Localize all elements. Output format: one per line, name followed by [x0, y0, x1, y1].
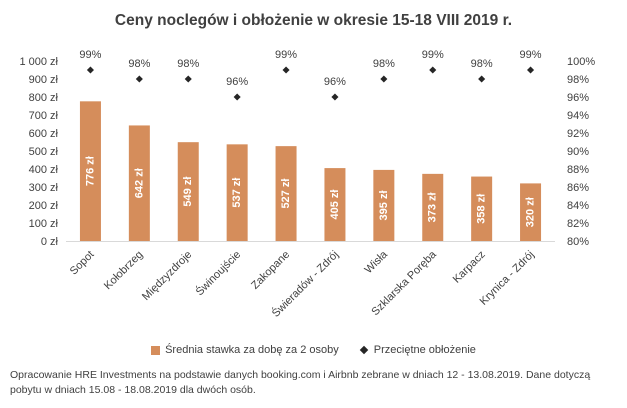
bar: [422, 173, 444, 241]
bar-value-label: 395 zł: [378, 190, 390, 220]
bar: [177, 142, 199, 241]
y-right-tick-label: 82%: [567, 218, 589, 230]
y-left-tick-label: 900 zł: [29, 74, 59, 86]
occupancy-label: 99%: [422, 49, 444, 61]
bar: [373, 169, 395, 241]
y-left-tick-label: 1 000 zł: [19, 56, 58, 68]
y-right-tick-label: 98%: [567, 74, 589, 86]
legend-item-occupancy: Przeciętne obłożenie: [359, 344, 476, 356]
bar-value-label: 320 zł: [525, 197, 537, 227]
occupancy-marker: [331, 93, 339, 101]
bar: [520, 183, 542, 241]
occupancy-marker: [86, 66, 94, 74]
category-label: Międzyzdroje: [140, 249, 194, 303]
y-right-tick-label: 88%: [567, 164, 589, 176]
y-left-tick-label: 400 zł: [29, 164, 59, 176]
bar-value-label: 549 zł: [182, 177, 194, 207]
y-right-tick-label: 90%: [567, 146, 589, 158]
occupancy-label: 98%: [128, 58, 150, 70]
occupancy-label: 99%: [520, 49, 542, 61]
y-left-tick-label: 200 zł: [29, 200, 59, 212]
category-label: Zakopane: [249, 249, 292, 292]
legend-label-price: Średnia stawka za dobę za 2 osoby: [165, 344, 339, 356]
bar-value-label: 527 zł: [280, 179, 292, 209]
occupancy-marker: [282, 66, 290, 74]
bar: [226, 144, 248, 241]
occupancy-marker: [233, 93, 241, 101]
y-left-tick-label: 100 zł: [29, 218, 59, 230]
bar: [471, 176, 493, 241]
occupancy-label: 98%: [373, 58, 395, 70]
y-left-tick-label: 800 zł: [29, 92, 59, 104]
occupancy-marker: [135, 75, 143, 83]
bar: [79, 101, 101, 241]
y-right-tick-label: 80%: [567, 236, 589, 248]
legend-swatch-bar: [151, 345, 161, 355]
bar-value-label: 537 zł: [231, 178, 243, 208]
occupancy-label: 98%: [177, 58, 199, 70]
legend-diamond-icon: [359, 345, 369, 355]
occupancy-marker: [184, 75, 192, 83]
bar-value-label: 373 zł: [427, 192, 439, 222]
y-right-tick-label: 94%: [567, 110, 589, 122]
bar: [324, 168, 346, 241]
occupancy-label: 99%: [275, 49, 297, 61]
bar: [128, 125, 150, 241]
occupancy-marker: [380, 75, 388, 83]
category-label: Karpacz: [451, 249, 488, 286]
category-label: Sopot: [68, 249, 97, 278]
bar: [275, 146, 297, 241]
occupancy-marker: [478, 75, 486, 83]
occupancy-label: 99%: [79, 49, 101, 61]
category-label: Wisła: [362, 248, 390, 276]
y-left-tick-label: 700 zł: [29, 110, 59, 122]
bar-value-label: 405 zł: [329, 190, 341, 220]
occupancy-marker: [429, 66, 437, 74]
legend: Średnia stawka za dobę za 2 osoby Przeci…: [0, 341, 627, 359]
chart-title: Ceny noclegów i obłożenie w okresie 15-1…: [114, 12, 513, 29]
legend-label-occupancy: Przeciętne obłożenie: [373, 344, 476, 356]
bar-value-label: 776 zł: [84, 156, 96, 186]
occupancy-marker: [527, 66, 535, 74]
y-left-tick-label: 500 zł: [29, 146, 59, 158]
footnote: Opracowanie HRE Investments na podstawie…: [10, 369, 591, 396]
category-label: Kołobrzeg: [102, 249, 146, 293]
y-right-tick-label: 84%: [567, 200, 589, 212]
occupancy-label: 96%: [226, 76, 248, 88]
y-left-tick-label: 300 zł: [29, 182, 59, 194]
y-left-tick-label: 0 zł: [41, 236, 59, 248]
bar-value-label: 642 zł: [133, 168, 145, 198]
legend-item-price: Średnia stawka za dobę za 2 osoby: [151, 344, 339, 356]
occupancy-label: 98%: [471, 58, 493, 70]
occupancy-label: 96%: [324, 76, 346, 88]
category-label: Świnoujście: [193, 248, 243, 298]
y-right-tick-label: 92%: [567, 128, 589, 140]
y-right-tick-label: 86%: [567, 182, 589, 194]
y-right-tick-label: 100%: [567, 56, 595, 68]
y-right-tick-label: 96%: [567, 92, 589, 104]
bar-value-label: 358 zł: [476, 194, 488, 224]
y-left-tick-label: 600 zł: [29, 128, 59, 140]
